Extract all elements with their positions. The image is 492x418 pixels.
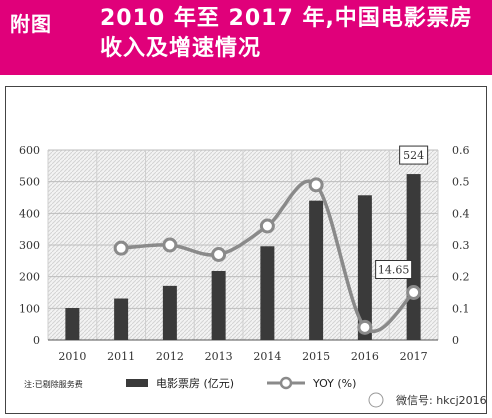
- x-tick-label: 2016: [351, 350, 379, 363]
- yoy-marker: [113, 240, 129, 256]
- y-right-tick-label: 0: [452, 334, 459, 347]
- yoy-marker: [357, 319, 373, 335]
- bar: [114, 298, 129, 340]
- bar-value-label: 524: [403, 149, 424, 162]
- y-left-tick-label: 600: [19, 144, 40, 157]
- legend-line-marker: [279, 376, 293, 390]
- y-right-tick-label: 0.6: [452, 144, 470, 157]
- y-left-tick-label: 200: [19, 271, 40, 284]
- watermark-text: 微信号: hkcj2016: [396, 393, 487, 407]
- y-right-tick-label: 0.2: [452, 271, 470, 284]
- bar: [309, 200, 324, 340]
- bar: [65, 308, 80, 340]
- x-tick-label: 2014: [253, 350, 281, 363]
- figure-label: 附图: [10, 12, 52, 36]
- yoy-value-label: 14.65: [378, 264, 410, 277]
- yoy-marker: [259, 218, 275, 234]
- y-left-tick-label: 0: [33, 334, 40, 347]
- y-left-tick-label: 400: [19, 207, 40, 220]
- x-tick-label: 2015: [302, 350, 330, 363]
- bar: [260, 246, 275, 340]
- yoy-value-label-box: [375, 260, 413, 279]
- bar: [406, 174, 421, 340]
- y-right-tick-label: 0.3: [452, 239, 470, 252]
- yoy-marker: [406, 285, 422, 300]
- x-tick-label: 2010: [58, 350, 86, 363]
- bar: [211, 270, 226, 340]
- wechat-icon: [368, 392, 384, 408]
- x-tick-label: 2017: [400, 350, 428, 363]
- header-banner: 附图 2010 年至 2017 年,中国电影票房收入及增速情况: [0, 0, 492, 75]
- y-right-tick-label: 0.4: [452, 207, 470, 220]
- yoy-marker: [162, 237, 178, 253]
- x-tick-label: 2012: [156, 350, 184, 363]
- y-left-tick-label: 500: [19, 176, 40, 189]
- y-right-tick-label: 0.5: [452, 176, 470, 189]
- y-right-tick-label: 0.1: [452, 302, 470, 315]
- legend-bar-swatch: [126, 379, 148, 387]
- bar: [162, 285, 177, 340]
- y-left-tick-label: 300: [19, 239, 40, 252]
- legend-bar-label: 电影票房 (亿元): [156, 377, 234, 390]
- figure-title: 2010 年至 2017 年,中国电影票房收入及增速情况: [100, 6, 473, 61]
- x-tick-label: 2011: [107, 350, 135, 363]
- bar-value-label-box: [399, 145, 429, 165]
- x-tick-label: 2013: [205, 350, 233, 363]
- yoy-marker: [308, 177, 324, 193]
- legend-line-label: YOY (%): [312, 377, 356, 390]
- bar: [357, 195, 372, 340]
- y-left-tick-label: 100: [19, 302, 40, 315]
- yoy-marker: [211, 247, 227, 262]
- chart-note: 注:已剔除服务费: [24, 379, 83, 389]
